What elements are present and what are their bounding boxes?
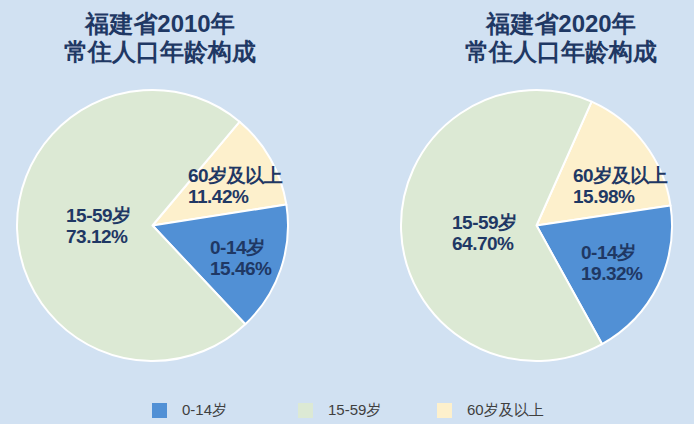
pie-fujian-2010-label-age-0-14: 0-14岁15.46% xyxy=(210,237,271,279)
legend-swatch-age-0-14 xyxy=(152,403,167,418)
pie-fujian-2020-label-age-0-14: 0-14岁19.32% xyxy=(581,242,642,284)
legend-label-age-60-plus: 60岁及以上 xyxy=(467,401,544,420)
legend-swatch-age-15-59 xyxy=(298,403,313,418)
chart-title-2020-line2: 常住人口年龄构成 xyxy=(465,38,657,65)
chart-title-2020-line1: 福建省2020年 xyxy=(486,10,635,37)
infographic-page: 福建省2010年 常住人口年龄构成 福建省2020年 常住人口年龄构成 0-14… xyxy=(0,0,694,424)
legend-item-age-60-plus: 60岁及以上 xyxy=(437,402,544,418)
legend-label-age-0-14: 0-14岁 xyxy=(182,401,227,420)
pie-fujian-2020-label-age-60-plus: 60岁及以上15.98% xyxy=(573,165,667,207)
legend-swatch-age-60-plus xyxy=(437,403,452,418)
legend-item-age-15-59: 15-59岁 xyxy=(298,402,381,418)
chart-title-2010-line2: 常住人口年龄构成 xyxy=(64,38,256,65)
chart-title-2010: 福建省2010年 常住人口年龄构成 xyxy=(0,10,330,66)
legend-item-age-0-14: 0-14岁 xyxy=(152,402,227,418)
pie-fujian-2010-label-age-15-59: 15-59岁73.12% xyxy=(66,205,131,247)
chart-title-2020: 福建省2020年 常住人口年龄构成 xyxy=(391,10,694,66)
chart-title-2010-line1: 福建省2010年 xyxy=(85,10,234,37)
pie-fujian-2020-label-age-15-59: 15-59岁64.70% xyxy=(452,212,517,254)
pie-fujian-2010-label-age-60-plus: 60岁及以上11.42% xyxy=(188,165,282,207)
legend-label-age-15-59: 15-59岁 xyxy=(328,401,381,420)
